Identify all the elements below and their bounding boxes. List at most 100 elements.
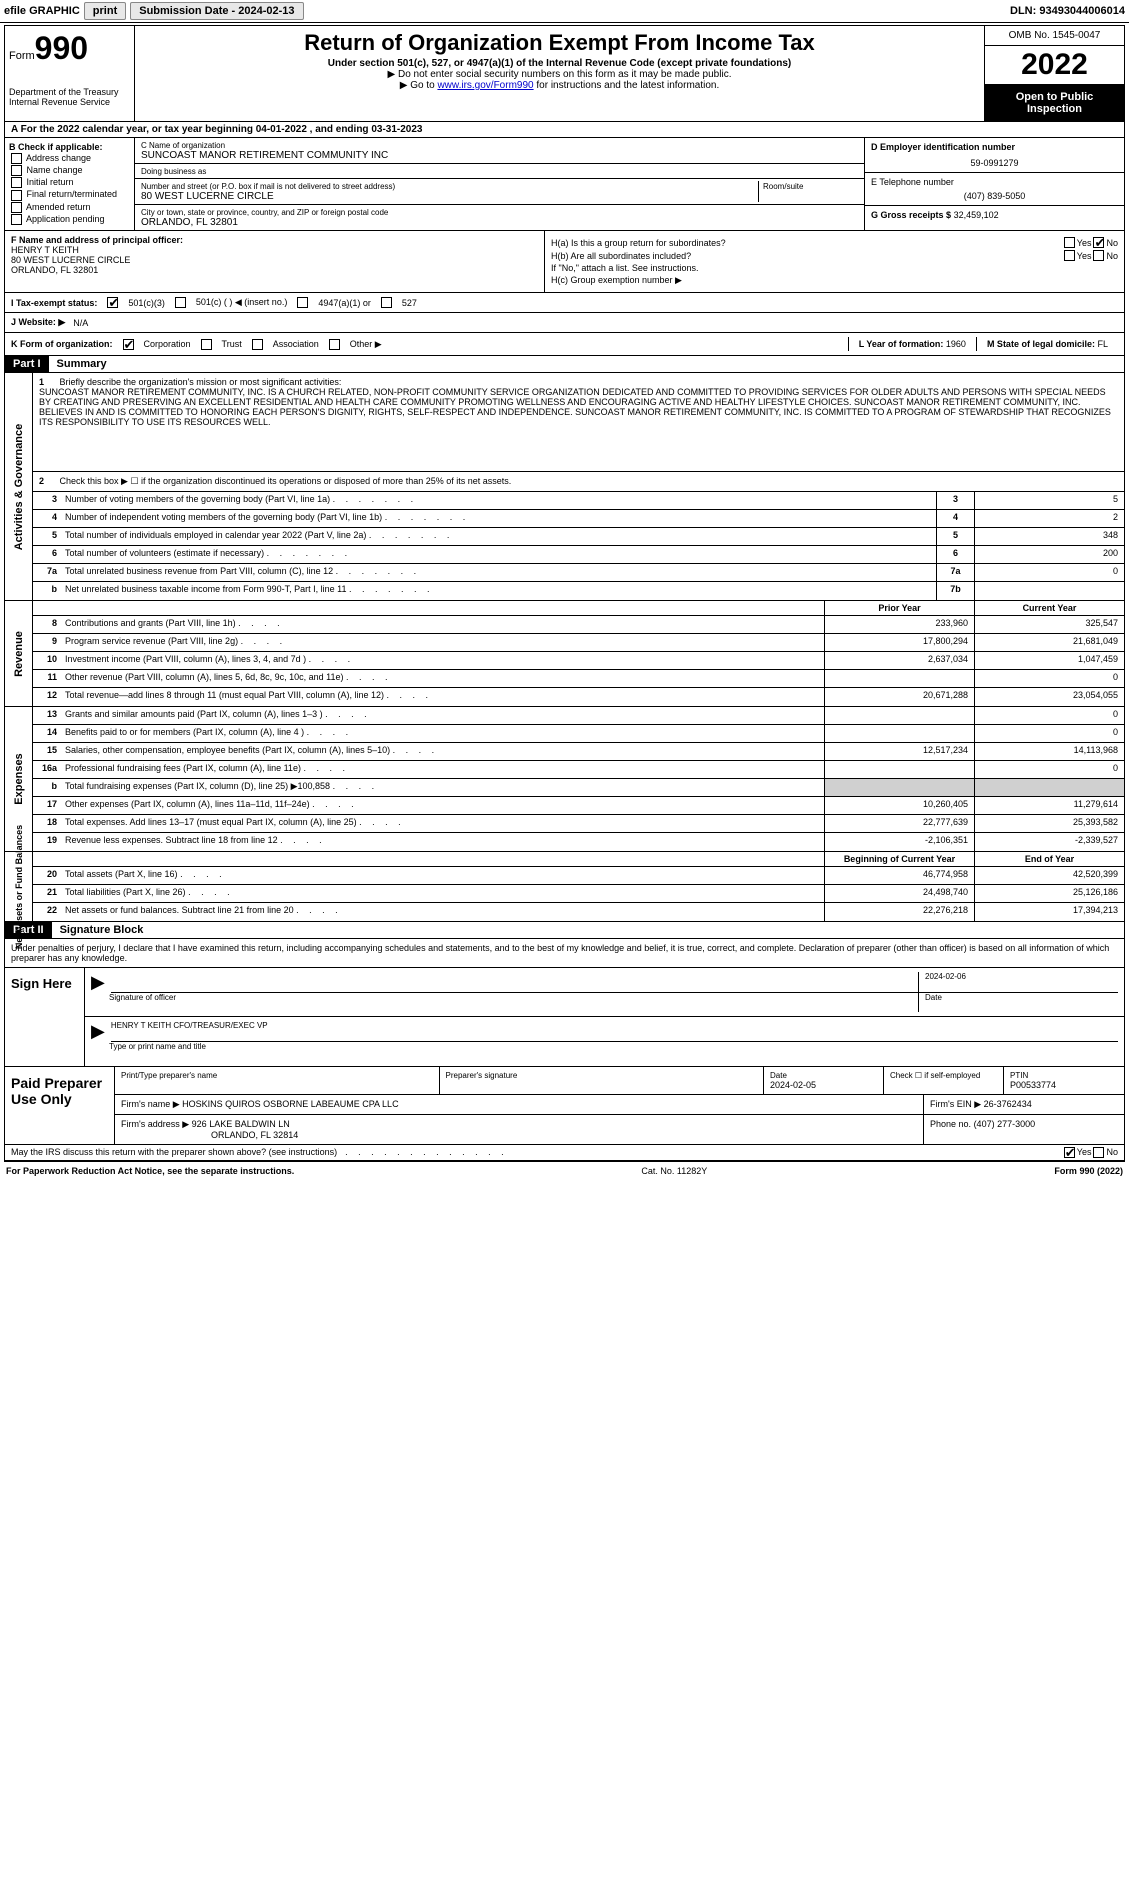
prior-year-header: Prior Year <box>824 601 974 615</box>
checkbox[interactable] <box>11 190 22 201</box>
part1-title: Summary <box>49 356 115 372</box>
prior-value <box>824 670 974 687</box>
firm-name: HOSKINS QUIROS OSBORNE LABEAUME CPA LLC <box>182 1099 398 1109</box>
gross-label: G Gross receipts $ <box>871 210 951 220</box>
col-b-item: Application pending <box>9 214 130 225</box>
street-value: 80 WEST LUCERNE CIRCLE <box>141 191 274 202</box>
checkbox[interactable] <box>11 202 22 213</box>
discuss-yes-checkbox[interactable] <box>1064 1147 1075 1158</box>
col-b-item: Initial return <box>9 177 130 188</box>
data-row: 12Total revenue—add lines 8 through 11 (… <box>33 688 1124 706</box>
sig-officer-label: Signature of officer <box>109 993 918 1012</box>
irs-link[interactable]: www.irs.gov/Form990 <box>437 80 533 91</box>
governance-row: 7aTotal unrelated business revenue from … <box>33 564 1124 582</box>
checkbox[interactable] <box>11 177 22 188</box>
hb-yes-checkbox[interactable] <box>1064 250 1075 261</box>
ha-no-checkbox[interactable] <box>1093 237 1104 248</box>
prior-value <box>824 707 974 724</box>
data-row: 15Salaries, other compensation, employee… <box>33 743 1124 761</box>
print-button[interactable]: print <box>84 2 126 20</box>
ptin-value: P00533774 <box>1010 1080 1056 1090</box>
current-year-header: Current Year <box>974 601 1124 615</box>
hb-no-checkbox[interactable] <box>1093 250 1104 261</box>
checkbox[interactable] <box>11 165 22 176</box>
data-row: 8Contributions and grants (Part VIII, li… <box>33 616 1124 634</box>
firm-ein: 26-3762434 <box>984 1099 1032 1109</box>
col-b-checkboxes: B Check if applicable: Address change Na… <box>5 138 135 230</box>
501c3-checkbox[interactable] <box>107 297 118 308</box>
row-a-period: A For the 2022 calendar year, or tax yea… <box>5 122 1124 138</box>
501c-checkbox[interactable] <box>175 297 186 308</box>
corp-checkbox[interactable] <box>123 339 134 350</box>
current-value: 0 <box>974 761 1124 778</box>
prior-value: 17,800,294 <box>824 634 974 651</box>
form-subtitle: Under section 501(c), 527, or 4947(a)(1)… <box>143 58 976 69</box>
current-value <box>974 779 1124 796</box>
prep-date: 2024-02-05 <box>770 1080 816 1090</box>
governance-value: 0 <box>974 564 1124 581</box>
prior-value: 233,960 <box>824 616 974 633</box>
data-row: 19Revenue less expenses. Subtract line 1… <box>33 833 1124 851</box>
4947-checkbox[interactable] <box>297 297 308 308</box>
officer-street: 80 WEST LUCERNE CIRCLE <box>11 255 538 265</box>
net-assets-section: Net Assets or Fund Balances Beginning of… <box>5 852 1124 922</box>
data-row: 17Other expenses (Part IX, column (A), l… <box>33 797 1124 815</box>
cat-no: Cat. No. 11282Y <box>294 1166 1054 1176</box>
perjury-text: Under penalties of perjury, I declare th… <box>5 939 1124 967</box>
firm-addr-label: Firm's address ▶ <box>121 1119 189 1129</box>
domicile-state: FL <box>1097 339 1108 349</box>
current-value: 14,113,968 <box>974 743 1124 760</box>
col-f-officer: F Name and address of principal officer:… <box>5 231 545 292</box>
mission-label: Briefly describe the organization's miss… <box>60 377 342 387</box>
data-row: 14Benefits paid to or for members (Part … <box>33 725 1124 743</box>
current-value: 42,520,399 <box>974 867 1124 884</box>
prior-value: 20,671,288 <box>824 688 974 706</box>
checkbox[interactable] <box>11 214 22 225</box>
data-row: bTotal fundraising expenses (Part IX, co… <box>33 779 1124 797</box>
checkbox[interactable] <box>11 153 22 164</box>
part2-title: Signature Block <box>52 922 152 938</box>
governance-row: 5Total number of individuals employed in… <box>33 528 1124 546</box>
type-name-label: Type or print name and title <box>109 1042 1118 1062</box>
line2-block: 2 Check this box ▶ ☐ if the organization… <box>33 472 1124 492</box>
header-center: Return of Organization Exempt From Incom… <box>135 26 984 121</box>
omb-number: OMB No. 1545-0047 <box>985 26 1124 46</box>
governance-section: Activities & Governance 1 Briefly descri… <box>5 373 1124 601</box>
firm-city: ORLANDO, FL 32814 <box>211 1130 298 1140</box>
net-col-headers: Beginning of Current Year End of Year <box>33 852 1124 867</box>
data-row: 9Program service revenue (Part VIII, lin… <box>33 634 1124 652</box>
j-value: N/A <box>73 318 88 328</box>
prior-value: 12,517,234 <box>824 743 974 760</box>
prior-value: 22,276,218 <box>824 903 974 921</box>
assoc-checkbox[interactable] <box>252 339 263 350</box>
hb-note: If "No," attach a list. See instructions… <box>551 263 1118 273</box>
header-left: Form990 Department of the Treasury Inter… <box>5 26 135 121</box>
sign-date: 2024-02-06 <box>925 972 1118 981</box>
ein-label: D Employer identification number <box>871 142 1118 152</box>
ha-yes-checkbox[interactable] <box>1064 237 1075 248</box>
prior-value: 22,777,639 <box>824 815 974 832</box>
trust-checkbox[interactable] <box>201 339 212 350</box>
form-note2: ▶ Go to www.irs.gov/Form990 for instruct… <box>143 80 976 91</box>
current-value: 0 <box>974 707 1124 724</box>
527-checkbox[interactable] <box>381 297 392 308</box>
data-row: 21Total liabilities (Part X, line 26) . … <box>33 885 1124 903</box>
current-value: 25,393,582 <box>974 815 1124 832</box>
room-label: Room/suite <box>763 182 803 191</box>
col-c-org: C Name of organization SUNCOAST MANOR RE… <box>135 138 864 230</box>
prior-value <box>824 779 974 796</box>
irs-label: Internal Revenue Service <box>9 97 130 107</box>
discuss-no-checkbox[interactable] <box>1093 1147 1104 1158</box>
efile-label: efile GRAPHIC <box>4 5 80 17</box>
prior-value: 46,774,958 <box>824 867 974 884</box>
part1-badge: Part I <box>5 356 49 372</box>
governance-value: 2 <box>974 510 1124 527</box>
current-value: -2,339,527 <box>974 833 1124 851</box>
data-row: 16aProfessional fundraising fees (Part I… <box>33 761 1124 779</box>
arrow-icon: ▶ <box>91 1021 105 1042</box>
prior-value <box>824 725 974 742</box>
ha-label: H(a) Is this a group return for subordin… <box>551 238 1062 248</box>
other-checkbox[interactable] <box>329 339 340 350</box>
city-value: ORLANDO, FL 32801 <box>141 217 238 228</box>
data-row: 10Investment income (Part VIII, column (… <box>33 652 1124 670</box>
